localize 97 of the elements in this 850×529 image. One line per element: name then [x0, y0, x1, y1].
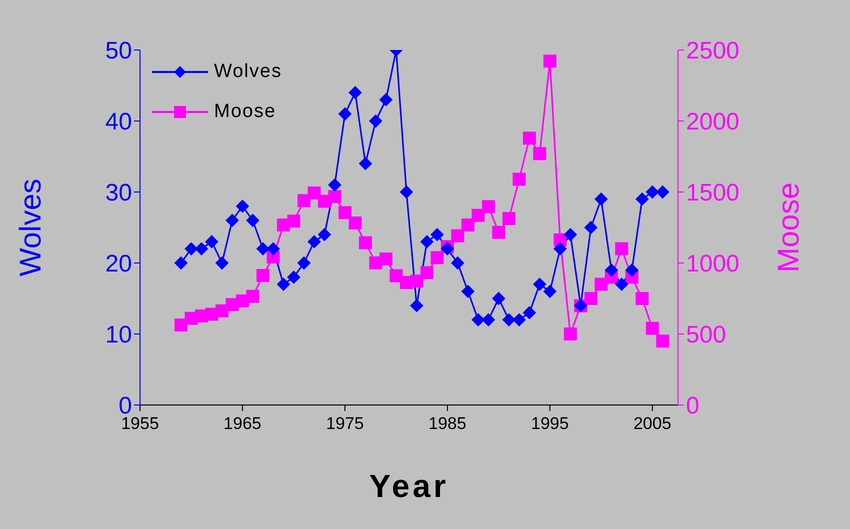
point: [174, 256, 188, 270]
point: [194, 242, 208, 256]
point: [410, 299, 424, 312]
point: [400, 186, 413, 198]
point: [287, 270, 300, 284]
point: [625, 264, 638, 277]
point: [482, 200, 495, 214]
point: [328, 178, 342, 192]
point: [656, 334, 670, 348]
point: [594, 278, 608, 291]
point: [246, 290, 260, 303]
point: [646, 186, 659, 198]
point: [461, 284, 474, 298]
point: [451, 256, 464, 270]
point: [379, 252, 392, 266]
point: [297, 256, 310, 270]
point: [338, 206, 352, 220]
point: [564, 228, 577, 242]
point: [594, 192, 608, 206]
y-tick-label: 50: [105, 38, 132, 65]
point: [502, 212, 516, 226]
point: [256, 268, 270, 282]
point: [584, 292, 598, 305]
x-tick-label: 2005: [633, 414, 672, 434]
point: [215, 256, 228, 270]
y2-axis-title: Moose: [772, 182, 806, 273]
point: [512, 313, 526, 326]
point: [492, 292, 506, 305]
point: [646, 322, 659, 335]
point: [348, 86, 362, 100]
point: [276, 278, 290, 291]
point: [328, 190, 342, 204]
y-tick-label: 10: [105, 322, 132, 349]
point: [615, 242, 628, 256]
y2-tick-label: 1000: [686, 250, 740, 278]
point: [472, 208, 485, 222]
point: [308, 235, 321, 248]
point: [358, 236, 372, 250]
point: [512, 172, 526, 186]
y-tick-label: 30: [105, 180, 132, 207]
point: [348, 216, 362, 230]
point: [604, 264, 618, 277]
y-tick-label: 20: [105, 250, 132, 278]
point: [543, 54, 556, 68]
point: [472, 313, 485, 326]
x-tick-label: 1985: [428, 414, 466, 434]
point: [379, 93, 392, 106]
point: [430, 251, 444, 264]
point: [246, 214, 260, 227]
point: [636, 192, 649, 206]
point: [308, 186, 321, 200]
y2-tick-label: 500: [686, 322, 726, 349]
x-tick-label: 1965: [224, 414, 262, 434]
point: [656, 186, 670, 198]
point: [256, 242, 270, 256]
point: [410, 274, 424, 288]
y2-tick-label: 2500: [686, 38, 740, 65]
point: [226, 214, 239, 227]
point: [502, 313, 516, 326]
point: [318, 228, 331, 242]
point: [543, 284, 556, 298]
x-axis-title: Year: [369, 468, 449, 504]
point: [338, 107, 352, 120]
legend-label: Moose: [214, 101, 276, 123]
point: [451, 229, 464, 242]
point: [533, 147, 546, 160]
legend-label: Wolves: [214, 61, 282, 83]
point: [390, 269, 403, 282]
point: [420, 266, 434, 280]
point: [522, 306, 536, 320]
point: [358, 157, 372, 170]
point: [584, 221, 598, 234]
point: [482, 313, 495, 326]
point: [369, 114, 382, 128]
point: [297, 194, 310, 208]
x-tick-label: 1995: [530, 414, 569, 434]
point: [236, 200, 249, 213]
y2-tick-label: 1500: [686, 180, 740, 207]
point: [636, 292, 649, 305]
point: [430, 228, 444, 242]
point: [287, 214, 300, 228]
point: [266, 242, 280, 256]
point: [420, 235, 434, 248]
y2-tick-label: 2000: [686, 108, 740, 136]
point: [492, 226, 506, 239]
x-tick-label: 1975: [326, 414, 364, 434]
point: [554, 242, 567, 256]
y-axis-title: Wolves: [14, 178, 48, 276]
point: [205, 235, 218, 248]
point: [564, 328, 577, 340]
y-tick-label: 40: [105, 108, 132, 136]
point: [184, 242, 198, 256]
y2-tick-label: 0: [686, 392, 700, 420]
point: [615, 278, 628, 291]
point: [522, 132, 536, 145]
point: [533, 278, 546, 291]
point: [461, 218, 474, 232]
